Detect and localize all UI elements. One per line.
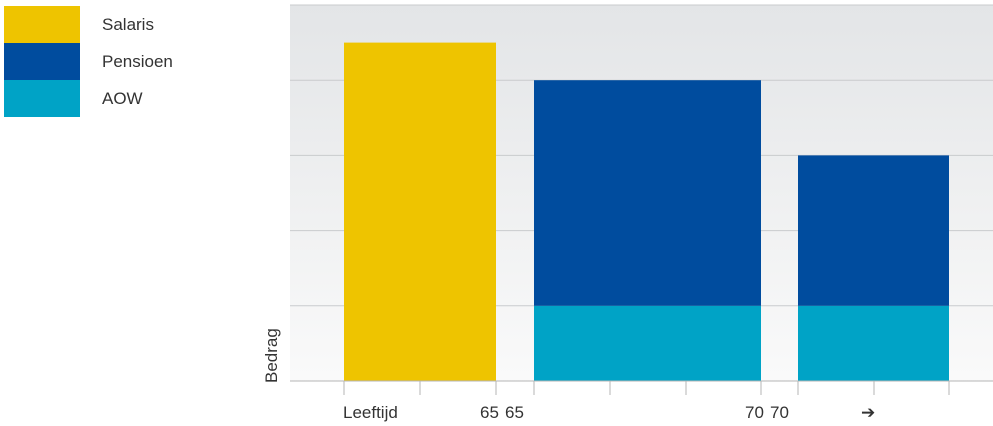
- legend-label-aow: AOW: [102, 88, 143, 108]
- x-tick-label-65-start: 65: [505, 403, 524, 422]
- x-tick-label-70-start: 70: [770, 403, 789, 422]
- legend-item-salaris: Salaris: [4, 6, 173, 43]
- x-tick-label-65-end: 65: [480, 403, 499, 422]
- legend-item-pensioen: Pensioen: [4, 43, 173, 80]
- bar-2-aow-segment: [534, 305, 761, 381]
- y-axis-label: Bedrag: [262, 328, 281, 383]
- x-tick-label-70-end: 70: [745, 403, 764, 422]
- legend-label-pensioen: Pensioen: [102, 51, 173, 71]
- legend-swatch-salaris: [4, 6, 80, 43]
- x-tick-label-arrow: ➔: [861, 403, 875, 422]
- legend-item-aow: AOW: [4, 80, 173, 117]
- legend-swatch-pensioen: [4, 43, 80, 80]
- bar-3-pensioen-segment: [798, 155, 949, 306]
- legend-label-salaris: Salaris: [102, 14, 154, 34]
- bar-3-aow-segment: [798, 305, 949, 381]
- bar-1-salaris-segment: [344, 42, 496, 381]
- x-tick-label-leeftijd: Leeftijd: [343, 403, 398, 422]
- bar-2-pensioen-segment: [534, 80, 761, 306]
- legend: Salaris Pensioen AOW: [4, 6, 173, 117]
- legend-swatch-aow: [4, 80, 80, 117]
